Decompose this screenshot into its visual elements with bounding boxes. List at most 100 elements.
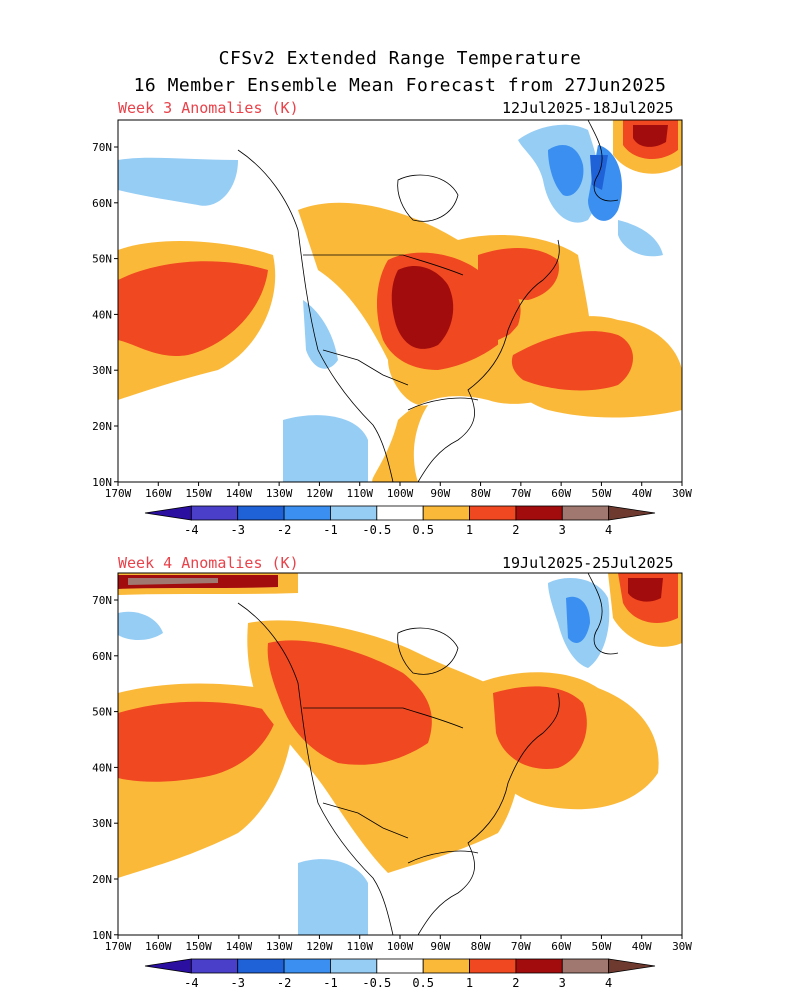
week3-colorbar-segment (283, 505, 331, 521)
week3-colorbar-label: 1 (466, 523, 473, 537)
week4-colorbar-label: 2 (512, 976, 519, 990)
alaska-cool (118, 611, 163, 640)
week4-colorbar-label: 0.5 (412, 976, 434, 990)
week4-lon-label: 140W (226, 940, 253, 953)
week3-colorbar-label: 4 (605, 523, 612, 537)
week3-colorbar-label: 0.5 (412, 523, 434, 537)
north-america-hot (267, 640, 432, 765)
week3-colorbar-label: 3 (559, 523, 566, 537)
week4-colorbar-segment (376, 958, 424, 974)
week3-lat-label: 50N (92, 253, 112, 266)
week4-colorbar-arrow-low (144, 958, 192, 974)
week4-colorbar-segment (422, 958, 470, 974)
greenland-coast (587, 119, 619, 202)
pacific-hot-core (118, 701, 278, 782)
week3-colorbar-segment (376, 505, 424, 521)
week3-colorbar-segment (422, 505, 470, 521)
week3-colorbar-segment (237, 505, 285, 521)
week3-colorbar-segment (190, 505, 239, 521)
week3-date-range: 12Jul2025-18Jul2025 (502, 99, 674, 117)
week4-lon-label: 80W (471, 940, 491, 953)
week4-colorbar-segment (190, 958, 239, 974)
week4-colorbar-label: -0.5 (362, 976, 391, 990)
week4-lon-label: 160W (145, 940, 172, 953)
week4-lat-label: 60N (92, 650, 112, 663)
week4-label: Week 4 Anomalies (K) (118, 554, 299, 572)
week4-lon-label: 130W (266, 940, 293, 953)
week3-lon-label: 40W (632, 487, 652, 500)
atlantic-north-cool (618, 220, 663, 257)
week4-colorbar-segment (561, 958, 610, 974)
week4-colorbar-segment (330, 958, 378, 974)
week3-lon-label: 50W (591, 487, 611, 500)
week3-colorbar-label: -2 (277, 523, 291, 537)
week3-lon-label: 110W (346, 487, 373, 500)
week3-lat-label: 60N (92, 197, 112, 210)
week4-lat-label: 70N (92, 594, 112, 607)
week3-lon-label: 120W (306, 487, 333, 500)
week3-lat-label: 70N (92, 141, 112, 154)
week4-colorbar-segment (515, 958, 563, 974)
mexico-pacific-cool (298, 859, 368, 935)
week4-lon-label: 30W (672, 940, 692, 953)
week3-lon-label: 150W (185, 487, 212, 500)
week3-lon-label: 130W (266, 487, 293, 500)
atlantic-hot (511, 331, 633, 391)
week3-colorbar-label: -3 (231, 523, 245, 537)
week4-lat-label: 10N (92, 929, 112, 942)
week3-colorbar-segment (330, 505, 378, 521)
week3-lat-label: 40N (92, 308, 112, 321)
week4-lon-label: 150W (185, 940, 212, 953)
week3-lon-label: 100W (387, 487, 414, 500)
week4-lon-label: 70W (511, 940, 531, 953)
coastline-west (237, 149, 394, 483)
week3-colorbar-arrow-high (608, 505, 656, 521)
week4-colorbar-label: -2 (277, 976, 291, 990)
week3-colorbar-label: -0.5 (362, 523, 391, 537)
week4-colorbar-label: -1 (323, 976, 337, 990)
week4-lon-label: 120W (306, 940, 333, 953)
week4-lat-label: 30N (92, 817, 112, 830)
week3-colorbar-label: -4 (184, 523, 198, 537)
week4-date-range: 19Jul2025-25Jul2025 (502, 554, 674, 572)
week3-colorbar-arrow-low (144, 505, 192, 521)
week4-colorbar-label: 1 (466, 976, 473, 990)
week4-colorbar-label: -3 (231, 976, 245, 990)
week3-lon-label: 70W (511, 487, 531, 500)
week4-lon-label: 40W (632, 940, 652, 953)
week3-lat-label: 20N (92, 420, 112, 433)
week4-lon-label: 170W (105, 940, 132, 953)
canada-border (303, 254, 464, 276)
week3-colorbar-segment (561, 505, 610, 521)
title-line-1: CFSv2 Extended Range Temperature (218, 48, 582, 69)
atlantic-hot (493, 686, 587, 769)
week4-colorbar-label: 4 (605, 976, 612, 990)
week3-colorbar-label: -1 (323, 523, 337, 537)
week4-colorbar-label: -4 (184, 976, 198, 990)
title-line-2: 16 Member Ensemble Mean Forecast from 27… (133, 75, 667, 96)
week4-lat-label: 40N (92, 761, 112, 774)
us-mexico-border (322, 349, 409, 386)
hudson-bay (397, 174, 459, 222)
week4-colorbar-segment (283, 958, 331, 974)
week3-lat-label: 30N (92, 364, 112, 377)
week3-lat-label: 10N (92, 476, 112, 489)
northeast-hot (478, 248, 559, 300)
week3-lon-label: 140W (226, 487, 253, 500)
week4-lat-label: 50N (92, 706, 112, 719)
week4-lon-label: 110W (346, 940, 373, 953)
week3-lon-label: 60W (551, 487, 571, 500)
week3-lon-label: 80W (471, 487, 491, 500)
week3-label: Week 3 Anomalies (K) (118, 99, 299, 117)
pacific-hot-core (118, 261, 268, 357)
week3-colorbar-label: 2 (512, 523, 519, 537)
week3-colorbar-segment (515, 505, 563, 521)
week3-colorbar-segment (469, 505, 517, 521)
coastline-east (417, 239, 560, 483)
week3-lon-label: 170W (105, 487, 132, 500)
week4-colorbar-arrow-high (608, 958, 656, 974)
week4-lon-label: 50W (591, 940, 611, 953)
mexico-pacific-cool (283, 415, 368, 482)
week3-map (117, 119, 683, 483)
